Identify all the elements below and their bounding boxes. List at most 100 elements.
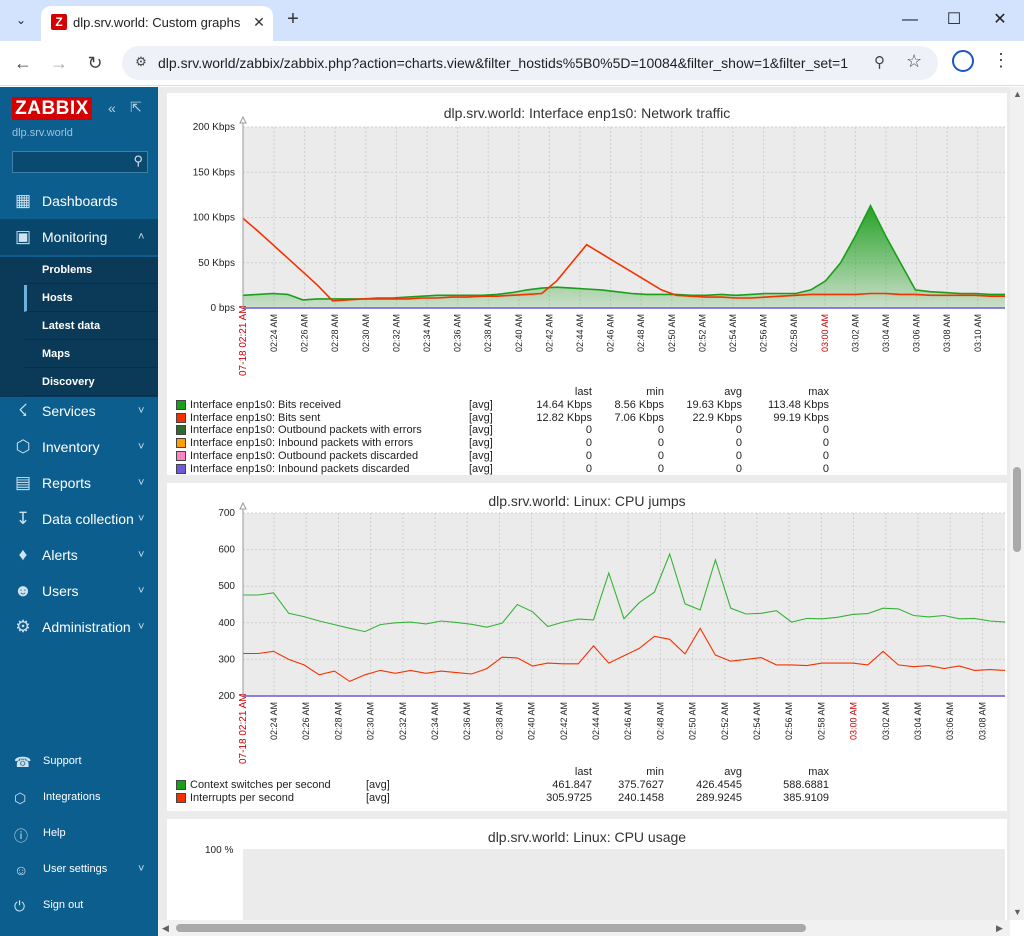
- submenu-item-maps[interactable]: Maps: [24, 341, 158, 368]
- x-tick-label: 02:54 AM: [728, 314, 738, 352]
- reload-button[interactable]: ↻: [87, 53, 103, 73]
- y-tick-label: 100 Kbps: [193, 213, 235, 224]
- zoom-icon[interactable]: ⚲: [874, 54, 885, 71]
- legend-value-last: 14.64 Kbps: [536, 399, 592, 411]
- legend-swatch: [176, 438, 186, 449]
- legend-series-name: Interface enp1s0: Inbound packets discar…: [190, 462, 410, 475]
- back-button[interactable]: ←: [14, 53, 32, 73]
- menu-item-dashboards[interactable]: ▦ Dashboards: [0, 183, 158, 219]
- legend-column-header: min: [646, 766, 664, 778]
- forward-button[interactable]: →: [50, 53, 68, 73]
- close-window-button[interactable]: ✕: [993, 11, 1007, 28]
- tab-search-button[interactable]: ⌄: [8, 8, 34, 32]
- menu-item-services[interactable]: ☇ Services ˅: [0, 393, 158, 429]
- x-tick-label: 03:04 AM: [881, 314, 891, 352]
- x-tick-label: 02:52 AM: [720, 702, 730, 740]
- series-line: [242, 217, 1005, 302]
- legend-swatch: [176, 450, 186, 461]
- legend-value-last: 0: [585, 449, 592, 462]
- new-tab-button[interactable]: +: [287, 8, 299, 30]
- scroll-up-icon[interactable]: ▲: [1013, 89, 1022, 99]
- menu-item-integrations[interactable]: ⬡ Integrations: [0, 780, 158, 816]
- legend-value-avg: 0: [735, 424, 742, 437]
- tab-close-icon[interactable]: ✕: [253, 14, 265, 30]
- site-info-icon[interactable]: ⚙: [135, 54, 147, 69]
- browser-tab-active[interactable]: Z dlp.srv.world: Custom graphs ✕: [41, 6, 273, 41]
- sidebar-search-input[interactable]: ⚲: [12, 151, 148, 173]
- scroll-right-icon[interactable]: ▶: [996, 923, 1003, 933]
- menu-item-user-settings[interactable]: ☺ User settings ˅: [0, 852, 158, 888]
- x-tick-label: 02:30 AM: [366, 702, 376, 740]
- x-tick-label: 02:38 AM: [494, 702, 504, 740]
- monitoring-submenu: Problems Hosts Latest data Maps Discover…: [0, 257, 158, 397]
- legend-value-last: 0: [585, 424, 592, 437]
- legend-series-name: Interface enp1s0: Inbound packets with e…: [190, 437, 414, 450]
- vertical-scrollbar[interactable]: ▲ ▼: [1010, 87, 1024, 920]
- menu-item-administration[interactable]: ⚙ Administration ˅: [0, 609, 158, 645]
- legend-value-last: 305.9725: [546, 791, 592, 804]
- scroll-left-icon[interactable]: ◀: [162, 923, 169, 933]
- menu-label: Integrations: [43, 791, 101, 803]
- users-icon: ☻: [14, 581, 32, 600]
- graph-title: dlp.srv.world: Linux: CPU jumps: [488, 493, 686, 509]
- zabbix-favicon-icon: Z: [51, 14, 67, 30]
- horizontal-scroll-thumb[interactable]: [176, 924, 806, 932]
- monitoring-icon: ▣: [14, 227, 32, 246]
- scroll-down-icon[interactable]: ▼: [1013, 907, 1022, 917]
- url-text[interactable]: dlp.srv.world/zabbix/zabbix.php?action=c…: [158, 55, 849, 71]
- submenu-item-discovery[interactable]: Discovery: [24, 369, 158, 396]
- menu-item-sign-out[interactable]: ⏻ Sign out: [0, 888, 158, 924]
- x-tick-label: 02:46 AM: [606, 314, 616, 352]
- chevron-down-icon: ˅: [138, 477, 145, 489]
- kiosk-mode-icon[interactable]: ⇱: [130, 99, 142, 115]
- zabbix-logo[interactable]: ZABBIX: [12, 97, 92, 120]
- x-tick-label: 02:26 AM: [300, 314, 310, 352]
- menu-item-monitoring[interactable]: ▣ Monitoring ˄: [0, 219, 158, 255]
- legend-value-avg: 19.63 Kbps: [686, 399, 742, 411]
- bookmark-star-icon[interactable]: ☆: [906, 51, 923, 71]
- legend-function: [avg]: [469, 462, 493, 475]
- x-tick-label: 02:48 AM: [636, 314, 646, 352]
- menu-item-users[interactable]: ☻ Users ˅: [0, 573, 158, 609]
- y-tick-label: 100 %: [205, 845, 234, 856]
- y-tick-label: 600: [218, 545, 235, 556]
- legend-value-avg: 0: [735, 449, 742, 462]
- menu-item-help[interactable]: ⓘ Help: [0, 816, 158, 852]
- legend-function: [avg]: [366, 779, 390, 791]
- integrations-icon: ⬡: [14, 790, 27, 806]
- submenu-item-latest-data[interactable]: Latest data: [24, 313, 158, 340]
- x-tick-label: 03:02 AM: [850, 314, 860, 352]
- submenu-item-hosts[interactable]: Hosts: [24, 285, 158, 312]
- menu-item-reports[interactable]: ▤ Reports ˅: [0, 465, 158, 501]
- x-tick-label: 03:00 AM: [820, 314, 830, 352]
- browser-menu-icon[interactable]: ⋮: [992, 50, 1010, 70]
- x-tick-label: 02:58 AM: [816, 702, 826, 740]
- x-tick-label: 02:46 AM: [623, 702, 633, 740]
- network-traffic-chart[interactable]: 200 Kbps 150 Kbps 100 Kbps 50 Kbps 0 bps 07-1…: [167, 93, 1007, 383]
- menu-label: Help: [43, 827, 66, 839]
- minimize-button[interactable]: —: [902, 11, 918, 28]
- menu-item-inventory[interactable]: ⬡ Inventory ˅: [0, 429, 158, 465]
- cpu-jumps-chart[interactable]: 700 600 500 400 300 200 07-18 02:21 AM 02:24 AM…: [167, 483, 1007, 773]
- y-tick-label: 500: [218, 581, 235, 592]
- menu-item-data-collection[interactable]: ↧ Data collection ˅: [0, 501, 158, 537]
- menu-label: Services: [42, 403, 96, 419]
- legend-value-last: 0: [585, 437, 592, 450]
- submenu-item-problems[interactable]: Problems: [24, 257, 158, 284]
- menu-label: Users: [42, 583, 79, 599]
- search-icon[interactable]: ⚲: [133, 153, 143, 168]
- collapse-sidebar-icon[interactable]: «: [108, 100, 116, 116]
- x-start-label: 07-18 02:21 AM: [238, 693, 249, 764]
- menu-item-support[interactable]: ☎ Support: [0, 744, 158, 780]
- x-tick-label: 02:54 AM: [752, 702, 762, 740]
- menu-item-alerts[interactable]: ♦ Alerts ˅: [0, 537, 158, 573]
- legend-series-name: Interface enp1s0: Outbound packets with …: [190, 424, 422, 437]
- horizontal-scrollbar[interactable]: ◀ ▶: [158, 920, 1010, 936]
- legend-swatch: [176, 780, 186, 790]
- maximize-button[interactable]: ☐: [946, 11, 962, 28]
- address-bar[interactable]: ⚙ dlp.srv.world/zabbix/zabbix.php?action…: [122, 46, 938, 80]
- legend-series-name: Interrupts per second: [190, 791, 294, 804]
- profile-icon[interactable]: [952, 50, 974, 72]
- cpu-usage-plot-area[interactable]: [243, 849, 1005, 920]
- vertical-scroll-thumb[interactable]: [1013, 467, 1021, 552]
